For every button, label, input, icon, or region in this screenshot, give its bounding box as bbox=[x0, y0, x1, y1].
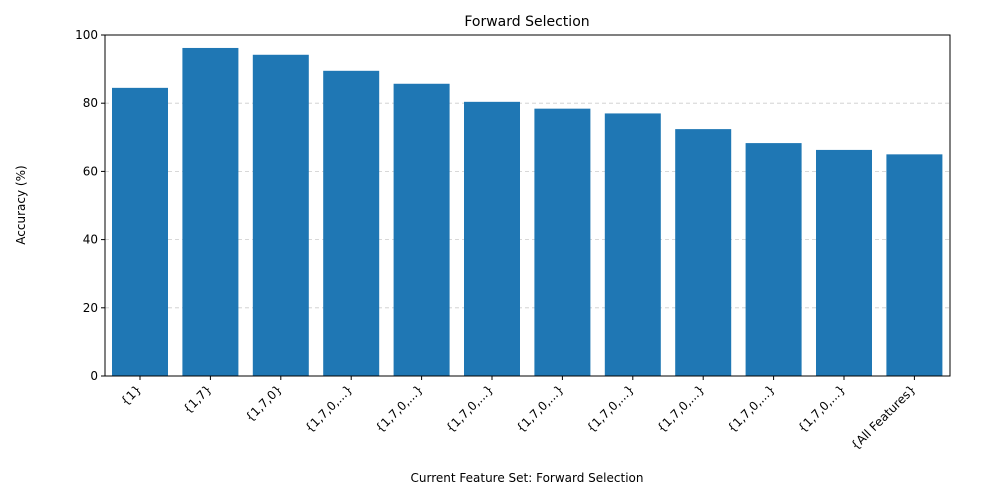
x-tick-label: {1,7,0,...} bbox=[513, 382, 566, 435]
x-tick-label: {1,7,0,...} bbox=[654, 382, 707, 435]
bar bbox=[886, 154, 943, 376]
x-tick-label: {1,7,0,...} bbox=[725, 382, 778, 435]
bar bbox=[675, 129, 732, 376]
bar bbox=[816, 149, 872, 376]
bar bbox=[745, 143, 802, 376]
y-tick-label: 100 bbox=[75, 28, 98, 42]
x-tick-label: {1,7,0,...} bbox=[302, 382, 355, 435]
bar bbox=[393, 83, 450, 376]
bar bbox=[182, 47, 239, 376]
bar bbox=[112, 87, 168, 376]
bar bbox=[604, 113, 661, 377]
bar bbox=[534, 108, 591, 376]
x-axis-ticks: {1} {1,7} {1,7,0} {1,7,0,...} {1,7,0,...} {1,… bbox=[118, 376, 919, 453]
y-tick-label: 20 bbox=[83, 301, 98, 315]
y-tick-label: 40 bbox=[83, 233, 98, 247]
y-tick-label: 80 bbox=[83, 96, 98, 110]
chart-title: Forward Selection bbox=[464, 14, 589, 30]
y-axis-ticks: 0 20 40 60 80 100 bbox=[75, 28, 105, 383]
x-axis-label: Current Feature Set: Forward Selection bbox=[411, 471, 644, 485]
x-tick-label: {1,7,0,...} bbox=[795, 382, 848, 435]
x-tick-label: {1,7,0,...} bbox=[443, 382, 496, 435]
x-tick-label: {1,7,0,...} bbox=[584, 382, 637, 435]
x-tick-label: {1} bbox=[118, 382, 144, 408]
x-tick-label: {All Features} bbox=[848, 382, 918, 452]
bar bbox=[464, 101, 520, 376]
y-tick-label: 0 bbox=[90, 369, 98, 383]
bars bbox=[112, 47, 943, 377]
x-tick-label: {1,7,0,...} bbox=[373, 382, 426, 435]
x-tick-label: {1,7} bbox=[180, 382, 214, 416]
x-tick-label: {1,7,0} bbox=[243, 382, 285, 424]
y-axis-label: Accuracy (%) bbox=[14, 165, 28, 244]
grid-lines bbox=[105, 102, 950, 309]
y-tick-label: 60 bbox=[83, 164, 98, 178]
plot-frame bbox=[104, 34, 951, 377]
bar bbox=[323, 70, 380, 377]
bar bbox=[252, 54, 309, 376]
